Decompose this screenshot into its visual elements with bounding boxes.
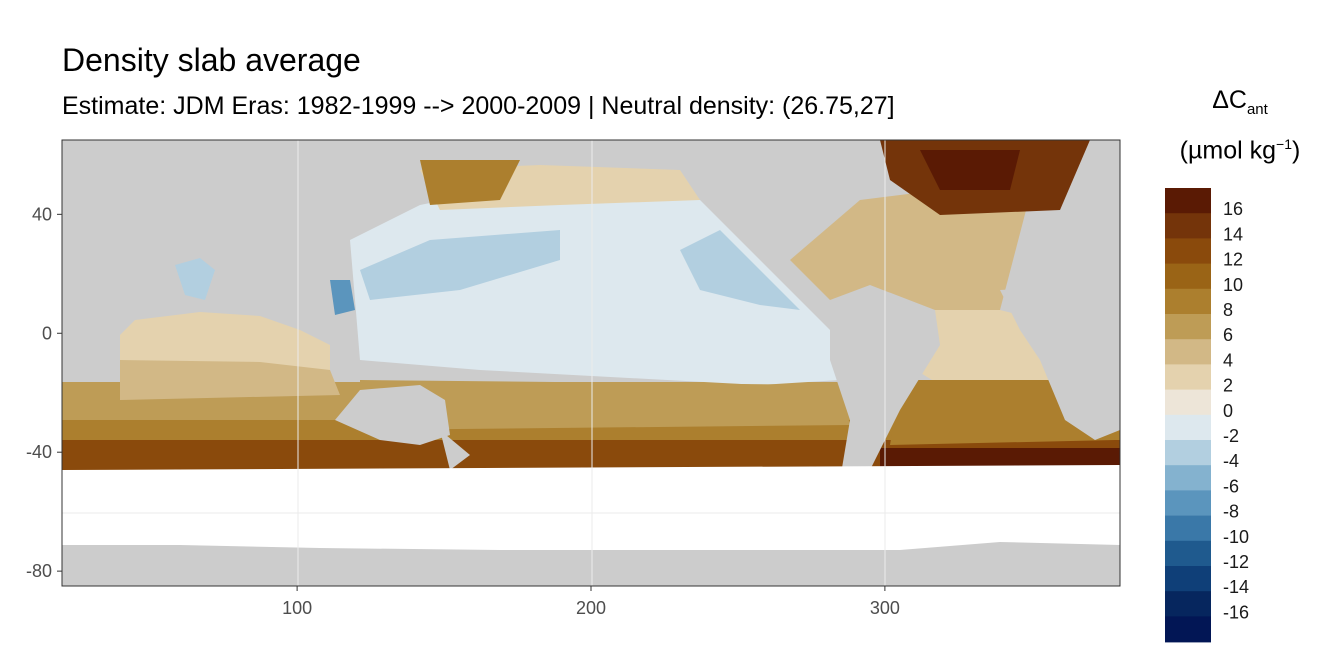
legend-swatch bbox=[1165, 490, 1211, 517]
legend-label: -16 bbox=[1223, 602, 1249, 622]
y-tick-label: 40 bbox=[32, 204, 52, 224]
legend-label: 2 bbox=[1223, 376, 1233, 396]
australia bbox=[335, 385, 450, 445]
legend-swatch bbox=[1165, 540, 1211, 567]
legend-swatch bbox=[1165, 465, 1211, 491]
y-tick-label: -80 bbox=[26, 561, 52, 581]
legend-label: -12 bbox=[1223, 552, 1249, 572]
legend-swatch bbox=[1165, 339, 1211, 365]
legend-swatch bbox=[1165, 213, 1211, 239]
labrador-sea bbox=[920, 150, 1020, 190]
legend-label: 10 bbox=[1223, 275, 1243, 295]
legend-label: -10 bbox=[1223, 527, 1249, 547]
legend-title-sub: ant bbox=[1246, 101, 1268, 118]
legend-swatch bbox=[1165, 591, 1211, 617]
legend-swatch bbox=[1165, 440, 1211, 466]
map-panel bbox=[62, 140, 1120, 586]
africa bbox=[1000, 285, 1120, 440]
north-atlantic bbox=[790, 190, 1030, 310]
indian-ocean-mid bbox=[120, 360, 340, 400]
legend-swatch bbox=[1165, 188, 1211, 214]
x-tick-label: 300 bbox=[870, 598, 900, 618]
east-pacific bbox=[680, 230, 800, 310]
legend-swatch bbox=[1165, 314, 1211, 340]
okhotsk-bering bbox=[420, 160, 520, 205]
new-zealand bbox=[440, 430, 470, 470]
x-tick-label: 100 bbox=[282, 598, 312, 618]
legend-swatch bbox=[1165, 288, 1211, 315]
legend-label: -2 bbox=[1223, 426, 1239, 446]
legend-swatch bbox=[1165, 515, 1211, 542]
plot-subtitle: Estimate: JDM Eras: 1982-1999 --> 2000-2… bbox=[62, 92, 895, 120]
legend-swatch-bottom bbox=[1165, 616, 1211, 643]
plot-title: Density slab average bbox=[62, 42, 361, 78]
grid-lines bbox=[62, 140, 1120, 586]
legend-label: 16 bbox=[1223, 199, 1243, 219]
y-tick-label: 0 bbox=[42, 323, 52, 343]
legend-label: 12 bbox=[1223, 250, 1243, 270]
south-pacific bbox=[360, 380, 850, 430]
legend-swatch bbox=[1165, 263, 1211, 290]
philippine-sea bbox=[330, 280, 355, 315]
legend-unit-close: ) bbox=[1292, 136, 1301, 165]
north-pacific-subtropical bbox=[360, 230, 560, 300]
y-tick-label: -40 bbox=[26, 442, 52, 462]
nodata-southern-band bbox=[62, 465, 1120, 555]
legend-swatch bbox=[1165, 364, 1211, 391]
legend-label: -4 bbox=[1223, 451, 1239, 471]
x-tick-label: 200 bbox=[576, 598, 606, 618]
legend-label: -8 bbox=[1223, 502, 1239, 522]
legend-title-variable: ΔCant bbox=[1160, 86, 1320, 118]
legend-label: 14 bbox=[1223, 224, 1243, 244]
legend-label: 6 bbox=[1223, 325, 1233, 345]
legend-label: -6 bbox=[1223, 476, 1239, 496]
legend-title-unit: (µmol kg−1) bbox=[1160, 136, 1320, 165]
legend-label: -14 bbox=[1223, 577, 1249, 597]
legend-colorbar: 16 14 12 10 8 6 4 2 0 -2 -4 -6 -8 -10 -12 -14 -16 bbox=[1165, 188, 1249, 643]
legend-label: 4 bbox=[1223, 350, 1233, 370]
legend-title-delta: ΔC bbox=[1212, 86, 1247, 114]
legend-swatch bbox=[1165, 566, 1211, 592]
arabian-sea bbox=[175, 258, 215, 300]
legend-unit-sup: −1 bbox=[1276, 136, 1292, 152]
legend-swatch bbox=[1165, 238, 1211, 265]
legend-unit-open: (µmol kg bbox=[1179, 136, 1277, 165]
antarctica bbox=[62, 550, 1120, 586]
legend-swatch bbox=[1165, 389, 1211, 416]
legend-label: 8 bbox=[1223, 300, 1233, 320]
legend-label: 0 bbox=[1223, 401, 1233, 421]
legend-swatch bbox=[1165, 414, 1211, 441]
